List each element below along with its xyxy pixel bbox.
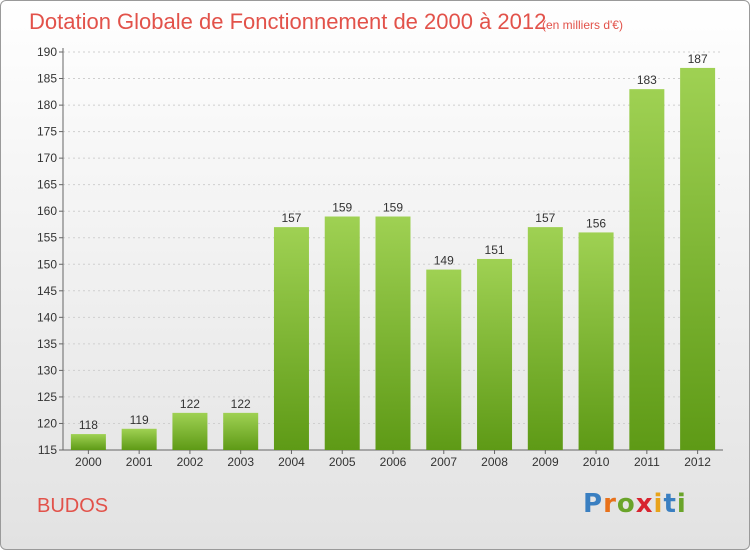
data-label-2004: 157: [281, 211, 301, 225]
logo-letter: i: [653, 489, 664, 519]
data-label-2002: 122: [180, 397, 200, 411]
data-label-2011: 183: [637, 73, 657, 87]
y-tick-label: 150: [37, 257, 57, 271]
data-label-2005: 159: [332, 201, 352, 215]
y-tick-label: 155: [37, 231, 57, 245]
x-tick-label: 2005: [329, 455, 356, 469]
bar-2005: [324, 216, 360, 450]
bar-2012: [680, 67, 716, 451]
x-tick-label: 2003: [227, 455, 254, 469]
chart-title: Dotation Globale de Fonctionnement de 20…: [29, 9, 547, 34]
bar-2011: [629, 89, 665, 450]
commune-name: BUDOS: [37, 495, 109, 517]
bar-2001: [121, 428, 157, 450]
y-tick-label: 165: [37, 178, 57, 192]
y-tick-label: 145: [37, 284, 57, 298]
x-tick-label: 2007: [430, 455, 457, 469]
x-tick-label: 2000: [75, 455, 102, 469]
data-label-2001: 119: [130, 413, 149, 427]
bar-2002: [172, 412, 208, 450]
bar-2000: [70, 434, 106, 450]
x-tick-label: 2012: [684, 455, 711, 469]
logo-letter: x: [635, 489, 654, 519]
y-tick-label: 115: [38, 443, 57, 457]
y-tick-label: 140: [37, 310, 57, 324]
bars: [70, 67, 716, 451]
data-label-2000: 118: [79, 418, 98, 432]
bar-2006: [375, 216, 411, 450]
bar-2010: [578, 232, 614, 450]
data-label-2008: 151: [485, 243, 505, 257]
data-label-2007: 149: [434, 254, 454, 268]
x-tick-label: 2008: [481, 455, 508, 469]
logo-letter: i: [676, 489, 687, 519]
logo-letter: t: [663, 489, 677, 519]
x-tick-label: 2001: [126, 455, 153, 469]
y-tick-label: 160: [37, 204, 57, 218]
bar-2003: [223, 412, 259, 450]
y-tick-label: 135: [37, 337, 57, 351]
chart-subtitle: (en milliers d'€): [542, 18, 623, 32]
y-tick-label: 130: [37, 363, 57, 377]
x-tick-label: 2002: [177, 455, 204, 469]
x-tick-label: 2009: [532, 455, 559, 469]
data-label-2003: 122: [231, 397, 251, 411]
bar-2009: [527, 227, 563, 450]
labels: 118 2000 119 2001 122 2002 122 2003 157 2004 159 20…: [75, 52, 711, 469]
data-label-2012: 187: [688, 52, 708, 66]
y-tick-label: 125: [37, 390, 57, 404]
bar-2007: [426, 269, 462, 450]
y-tick-label: 180: [37, 98, 57, 112]
x-tick-label: 2011: [634, 455, 660, 469]
y-tick-label: 185: [37, 72, 57, 86]
logo-letter: r: [603, 489, 617, 519]
data-label-2010: 156: [586, 216, 606, 230]
x-tick-label: 2004: [278, 455, 305, 469]
logo-letter: o: [616, 489, 636, 519]
x-tick-label: 2006: [380, 455, 407, 469]
y-tick-label: 170: [37, 151, 57, 165]
bar-2008: [477, 258, 513, 450]
data-label-2009: 157: [535, 211, 555, 225]
proxiti-logo[interactable]: Proxiti: [583, 489, 687, 519]
y-tick-label: 190: [37, 45, 57, 59]
x-tick-label: 2010: [583, 455, 610, 469]
data-label-2006: 159: [383, 201, 403, 215]
y-tick-label: 175: [37, 125, 57, 139]
logo-letter: P: [583, 489, 604, 519]
y-tick-label: 120: [37, 416, 57, 430]
bar-2004: [273, 227, 309, 450]
